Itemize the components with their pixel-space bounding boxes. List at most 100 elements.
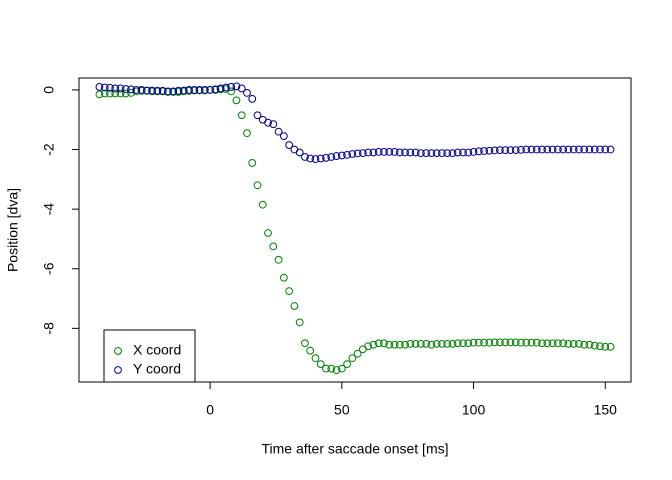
data-point [127, 85, 135, 94]
x-tick-label: 50 [334, 402, 350, 418]
data-point [332, 366, 341, 374]
data-point [469, 338, 478, 347]
data-point [285, 141, 294, 149]
data-point [564, 145, 573, 154]
y-tick-label: -2 [41, 143, 57, 156]
data-point [559, 145, 568, 154]
data-point [121, 89, 130, 98]
data-point [506, 146, 515, 155]
data-point [206, 86, 214, 94]
data-point [174, 86, 183, 95]
data-point [422, 149, 431, 158]
data-point [590, 341, 599, 350]
data-point [306, 154, 315, 163]
data-point [532, 338, 541, 347]
data-point [474, 338, 483, 347]
data-point [322, 364, 330, 373]
x-axis-label: Time after saccade onset [ms] [262, 441, 449, 457]
data-point [601, 145, 610, 154]
data-point [553, 339, 562, 348]
data-point [337, 364, 346, 373]
data-point [232, 82, 241, 91]
data-point [274, 127, 283, 136]
data-point [295, 318, 304, 327]
data-point [501, 146, 510, 155]
data-point [511, 338, 520, 347]
data-point [269, 242, 278, 251]
data-point [137, 86, 146, 94]
data-point [311, 354, 320, 363]
data-point [279, 132, 288, 141]
data-point [190, 86, 199, 94]
data-point [332, 152, 341, 160]
y-tick-label: -6 [41, 262, 57, 275]
data-point [258, 200, 267, 209]
data-point [506, 338, 515, 347]
data-point [116, 89, 125, 98]
data-point [369, 340, 378, 349]
data-point [343, 360, 351, 369]
data-point [443, 339, 452, 348]
data-point [596, 342, 604, 351]
data-point [142, 86, 151, 95]
data-point [164, 87, 172, 96]
data-point [95, 83, 104, 91]
data-point [179, 86, 188, 95]
data-point [374, 148, 383, 156]
data-point [517, 338, 525, 347]
data-point [253, 181, 262, 190]
data-point [401, 148, 409, 157]
data-point [432, 339, 441, 348]
x-tick-label: 100 [462, 402, 486, 418]
data-point [569, 145, 578, 154]
data-point [237, 111, 246, 120]
data-point [480, 338, 488, 347]
data-point [438, 149, 446, 158]
data-point [432, 149, 441, 158]
data-point [264, 229, 272, 237]
data-point [416, 149, 425, 158]
data-point [406, 148, 415, 157]
data-point [522, 145, 531, 154]
data-point [364, 148, 373, 157]
data-point [553, 145, 562, 154]
data-point [290, 302, 299, 310]
data-point [227, 83, 236, 91]
data-point [596, 145, 604, 154]
data-point [327, 153, 336, 161]
data-point [480, 147, 488, 155]
data-point [100, 89, 109, 98]
legend-label: X coord [133, 342, 181, 358]
data-point [274, 255, 283, 264]
data-point [322, 153, 330, 162]
data-point [264, 118, 272, 127]
x-tick-label: 0 [206, 402, 214, 418]
data-point [380, 148, 388, 156]
data-point [364, 342, 373, 351]
data-point [411, 339, 420, 348]
data-point [359, 149, 367, 158]
data-point [527, 145, 536, 154]
data-point [106, 83, 114, 92]
data-point [395, 340, 404, 349]
data-point [606, 145, 615, 154]
data-point [601, 342, 610, 351]
data-point [116, 84, 125, 93]
data-point [200, 86, 209, 94]
data-point [248, 94, 257, 103]
data-point [527, 338, 536, 347]
data-point [390, 340, 399, 349]
data-point [517, 145, 525, 154]
legend-marker [114, 366, 122, 374]
data-point [380, 339, 388, 348]
data-point [111, 84, 120, 93]
data-point [227, 87, 236, 96]
data-point [269, 120, 278, 129]
data-point [485, 146, 494, 155]
data-point [548, 145, 557, 154]
data-point [222, 83, 230, 92]
data-point [459, 339, 467, 348]
data-point [496, 146, 504, 155]
data-point [327, 364, 336, 373]
data-point [153, 86, 162, 95]
